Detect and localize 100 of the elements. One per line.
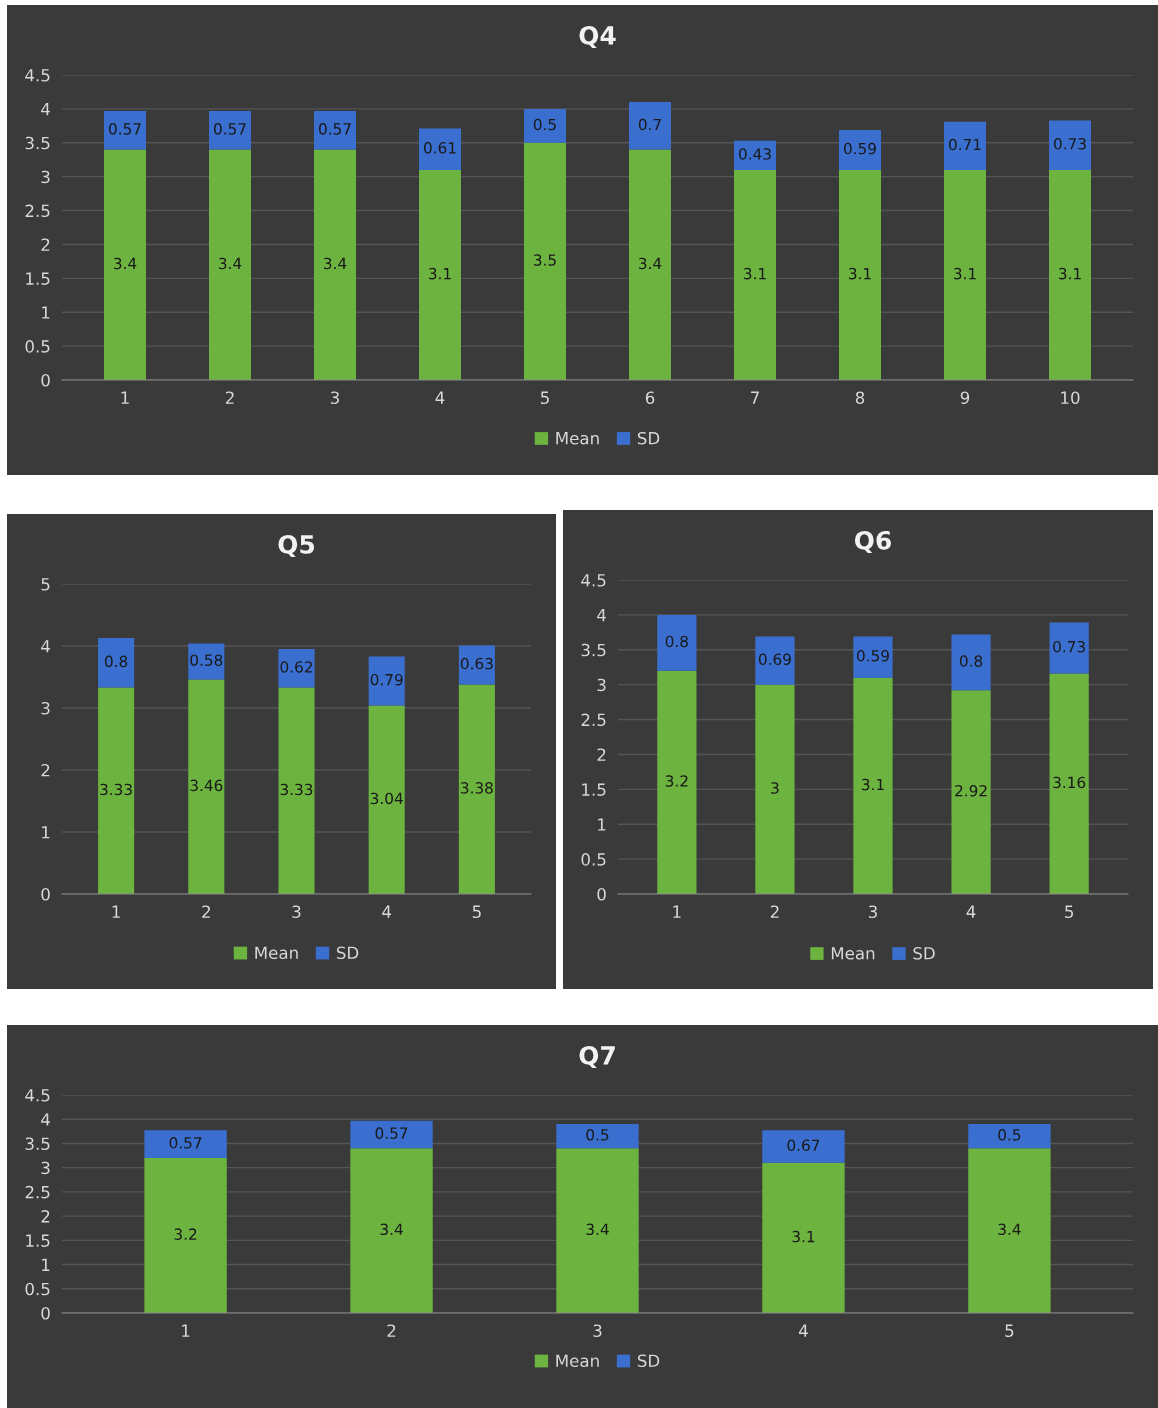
- data-label: 0.69: [758, 653, 791, 666]
- data-label: 3.38: [461, 782, 493, 794]
- data-label: 0.5: [533, 118, 556, 131]
- x-tick-label: 4: [435, 391, 445, 404]
- bar: [98, 687, 135, 894]
- x-tick-label: 4: [382, 905, 392, 918]
- bar: [209, 110, 251, 150]
- bar: [278, 687, 315, 894]
- y-tick-label: 2: [597, 748, 606, 761]
- bar: [734, 169, 776, 380]
- data-label: 3.1: [849, 267, 871, 280]
- y-tick-label: 3: [41, 701, 50, 715]
- y-tick-label: 3: [597, 678, 606, 692]
- bar: [968, 1148, 1051, 1313]
- y-tick-label: 4: [597, 609, 606, 622]
- bar: [968, 1124, 1051, 1149]
- bar: [419, 169, 461, 380]
- data-label: 3.4: [380, 1223, 403, 1236]
- y-tick-label: 5: [41, 578, 50, 591]
- bar: [144, 1157, 227, 1313]
- y-tick-label: 1: [42, 826, 50, 839]
- data-label: 0.57: [375, 1127, 408, 1139]
- bar: [657, 670, 697, 894]
- data-label: 0.57: [169, 1137, 202, 1149]
- y-tick-label: 1: [42, 306, 50, 319]
- data-label: 3.33: [280, 783, 313, 796]
- y-tick-label: 0: [41, 887, 50, 901]
- y-tick-label: 1: [598, 818, 606, 831]
- x-tick-label: 1: [182, 1324, 190, 1337]
- bar: [951, 634, 991, 691]
- data-label: 3.46: [190, 779, 223, 792]
- y-tick-label: 2: [41, 1210, 50, 1223]
- x-tick-label: 5: [1065, 905, 1073, 919]
- data-label: 3.1: [744, 267, 766, 280]
- data-label: 3.2: [174, 1228, 197, 1240]
- data-label: 0.43: [739, 148, 771, 160]
- data-label: 0.79: [370, 673, 403, 686]
- y-tick-label: 3: [41, 170, 50, 184]
- x-tick-label: 9: [960, 391, 970, 405]
- x-tick-label: 5: [540, 391, 549, 405]
- y-tick-label: 2: [41, 238, 50, 251]
- bar: [458, 684, 495, 894]
- bar: [104, 149, 146, 380]
- bar: [314, 149, 356, 380]
- bar: [368, 705, 405, 894]
- bar: [839, 169, 881, 380]
- x-tick-label: 3: [330, 391, 339, 405]
- x-tick-label: 10: [1061, 391, 1080, 405]
- bar: [1049, 622, 1089, 674]
- data-label: 0.73: [1054, 138, 1086, 150]
- bar: [524, 142, 566, 380]
- bar: [524, 108, 566, 143]
- y-tick-label: 1.5: [582, 783, 606, 796]
- data-label: 3.4: [586, 1223, 609, 1236]
- bar: [839, 129, 881, 170]
- x-tick-label: 4: [966, 905, 976, 918]
- data-label: 0.8: [665, 635, 688, 648]
- x-tick-label: 1: [112, 905, 120, 918]
- bar: [1049, 673, 1089, 894]
- y-tick-label: 1: [42, 1258, 50, 1271]
- y-tick-label: 2.5: [25, 204, 50, 218]
- bar: [1049, 120, 1091, 170]
- y-tick-label: 1.5: [26, 272, 50, 285]
- x-tick-label: 3: [292, 905, 301, 919]
- data-label: 0.67: [787, 1139, 820, 1152]
- legend-label: Mean: [255, 946, 298, 960]
- data-label: 0.7: [638, 118, 661, 131]
- data-label: 0.8: [104, 655, 128, 668]
- data-label: 0.61: [424, 142, 456, 154]
- data-label: 0.63: [460, 657, 493, 670]
- y-tick-label: 2.5: [581, 713, 606, 727]
- x-tick-label: 2: [387, 1324, 396, 1337]
- data-label: 3.33: [100, 783, 132, 796]
- bar: [209, 149, 251, 380]
- legend-label: SD: [336, 946, 359, 960]
- data-label: 0.57: [109, 123, 141, 135]
- y-tick-label: 0: [41, 1306, 50, 1320]
- x-tick-label: 2: [202, 905, 210, 918]
- y-tick-label: 2: [41, 763, 50, 777]
- y-tick-label: 3.5: [581, 643, 606, 657]
- x-tick-label: 7: [751, 391, 759, 404]
- bar: [98, 637, 135, 688]
- data-label: 3.1: [862, 778, 884, 791]
- bar: [755, 684, 795, 894]
- data-label: 3.4: [219, 257, 242, 270]
- data-label: 3.4: [639, 257, 662, 270]
- data-label: 3.1: [792, 1230, 815, 1243]
- y-tick-label: 3.5: [25, 1137, 50, 1151]
- bar: [458, 645, 495, 685]
- y-tick-label: 1.5: [26, 1234, 50, 1247]
- data-label: 3.1: [429, 267, 451, 280]
- x-tick-label: 5: [472, 905, 481, 919]
- bar: [314, 110, 356, 150]
- data-label: 0.58: [190, 654, 223, 666]
- bar: [278, 649, 315, 688]
- legend-label: SD: [637, 1354, 660, 1368]
- data-label: 0.71: [949, 138, 981, 151]
- data-label: 0.57: [214, 123, 246, 135]
- bar: [944, 169, 986, 380]
- data-label: 0.5: [998, 1129, 1021, 1141]
